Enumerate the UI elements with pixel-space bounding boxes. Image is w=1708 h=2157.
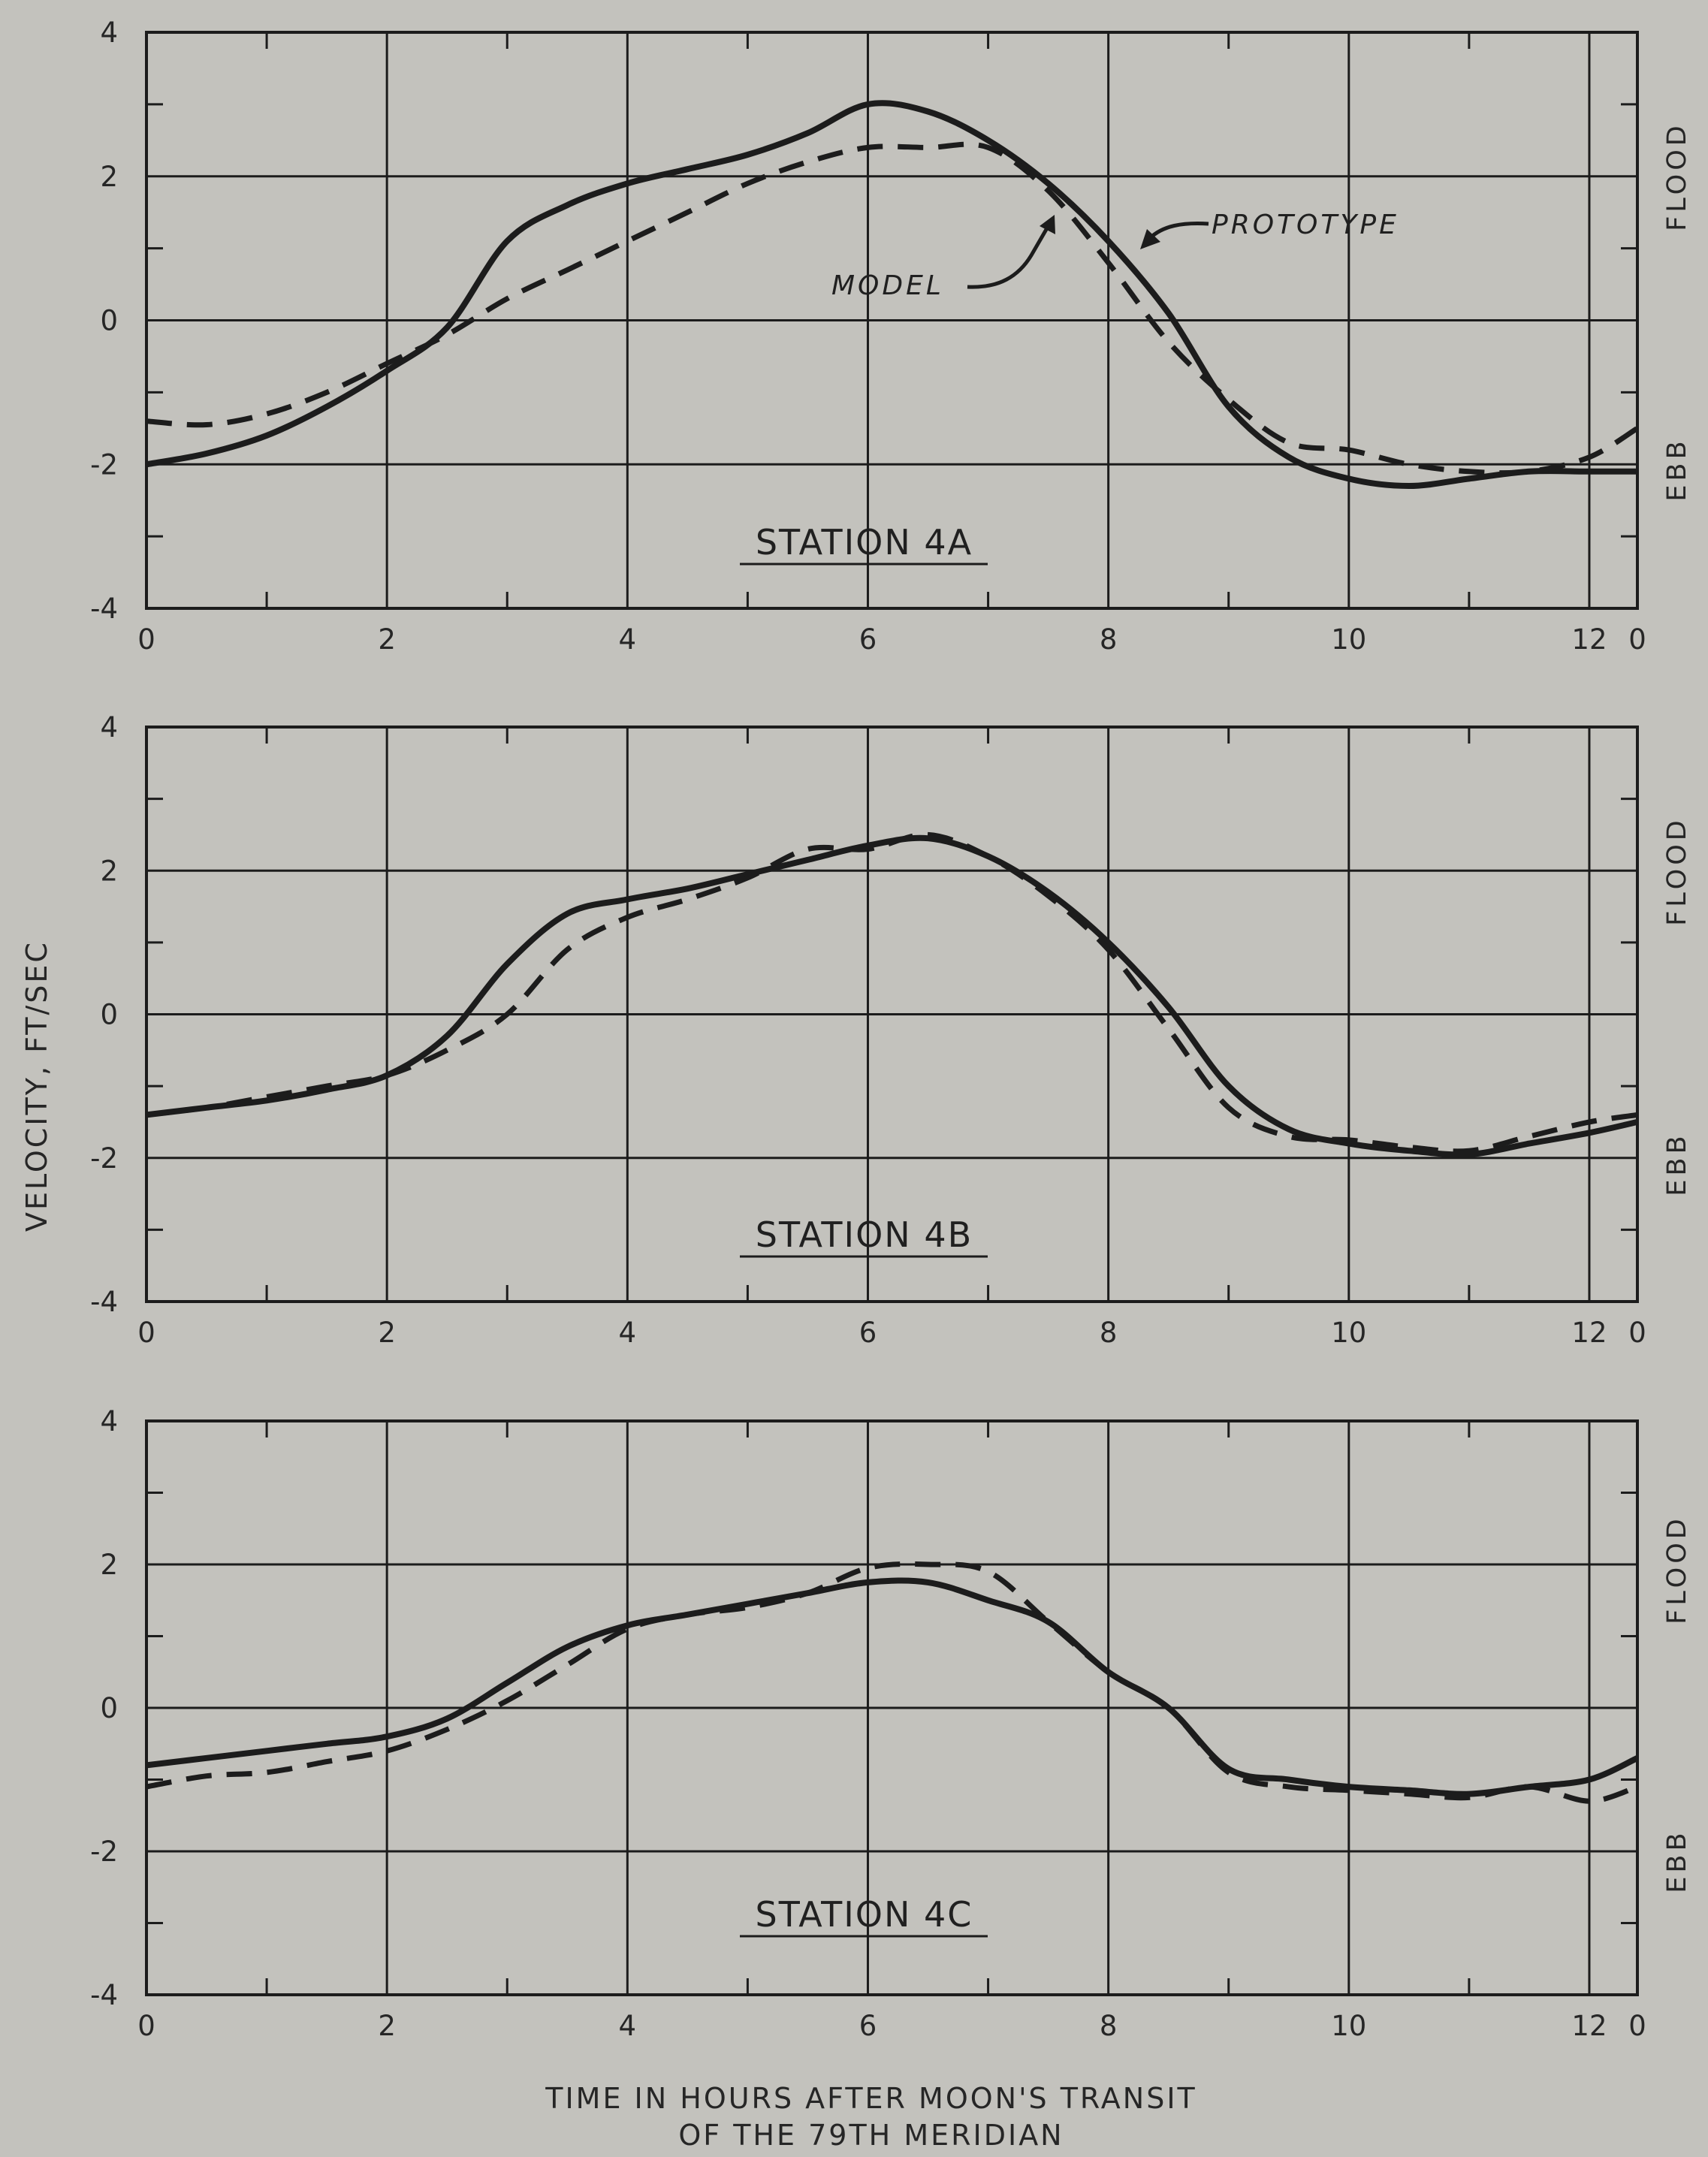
y-tick-label: 2 [100, 1549, 118, 1581]
x-axis-label-line1: TIME IN HOURS AFTER MOON'S TRANSIT [545, 2082, 1197, 2115]
x-tick-label: 2 [378, 623, 396, 656]
y-tick-label: 4 [100, 711, 118, 744]
x-tick-label: 6 [859, 623, 877, 656]
y-tick-label: 4 [100, 17, 118, 49]
flood-label: FLOOD [1662, 122, 1692, 231]
y-tick-label: 0 [100, 1692, 118, 1724]
ebb-label: EBB [1662, 1829, 1692, 1893]
y-tick-label: 2 [100, 161, 118, 193]
x-axis-label-line2: OF THE 79TH MERIDIAN [678, 2119, 1064, 2152]
y-tick-label: 4 [100, 1405, 118, 1437]
x-tick-label: 0 [137, 2010, 155, 2042]
x-tick-label: 6 [859, 1317, 877, 1349]
x-tick-label: 12 [1571, 2010, 1607, 2042]
x-tick-label: 0 [137, 623, 155, 656]
x-tick-label: 0 [137, 1317, 155, 1349]
x-tick-label-end: 0 [1628, 2010, 1646, 2042]
prototype-annotation: PROTOTYPE [1212, 210, 1399, 240]
x-tick-label: 2 [378, 1317, 396, 1349]
x-tick-label-end: 0 [1628, 1317, 1646, 1349]
y-tick-label: -2 [90, 448, 118, 481]
x-tick-label: 8 [1100, 623, 1118, 656]
x-tick-label: 6 [859, 2010, 877, 2042]
station-title: STATION 4A [756, 522, 973, 563]
model-annotation: MODEL [831, 270, 944, 301]
x-tick-label: 4 [619, 623, 637, 656]
ebb-label: EBB [1662, 437, 1692, 501]
y-tick-label: 0 [100, 999, 118, 1031]
x-tick-label: 10 [1331, 1317, 1366, 1349]
x-tick-label: 4 [619, 1317, 637, 1349]
y-tick-label: -2 [90, 1142, 118, 1175]
station-title: STATION 4B [756, 1214, 973, 1255]
flood-label: FLOOD [1662, 816, 1692, 925]
y-tick-label: -4 [90, 1286, 118, 1318]
x-tick-label: 2 [378, 2010, 396, 2042]
y-tick-label: 2 [100, 855, 118, 887]
x-tick-label-end: 0 [1628, 623, 1646, 656]
flood-label: FLOOD [1662, 1515, 1692, 1624]
y-tick-label: -4 [90, 593, 118, 625]
x-tick-label: 8 [1100, 1317, 1118, 1349]
x-tick-label: 12 [1571, 623, 1607, 656]
x-tick-label: 10 [1331, 2010, 1366, 2042]
x-tick-label: 10 [1331, 623, 1366, 656]
y-tick-label: -2 [90, 1836, 118, 1868]
x-tick-label: 4 [619, 2010, 637, 2042]
x-tick-label: 12 [1571, 1317, 1607, 1349]
y-axis-label: VELOCITY, FT/SEC [20, 940, 53, 1232]
y-tick-label: 0 [100, 305, 118, 337]
ebb-label: EBB [1662, 1132, 1692, 1196]
y-tick-label: -4 [90, 1979, 118, 2011]
station-title: STATION 4C [756, 1894, 973, 1935]
x-tick-label: 8 [1100, 2010, 1118, 2042]
